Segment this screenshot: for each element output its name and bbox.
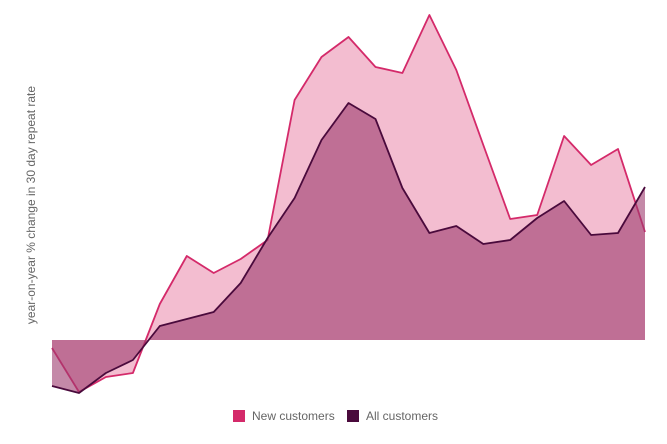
area-fill xyxy=(52,103,645,393)
area-line xyxy=(51,14,646,393)
legend-swatch xyxy=(233,410,245,422)
legend: New customers All customers xyxy=(233,409,438,423)
area-line xyxy=(51,102,646,394)
legend-label: All customers xyxy=(366,409,438,423)
plot-area xyxy=(51,14,646,394)
y-axis-label: year-on-year % change in 30 day repeat r… xyxy=(24,86,38,324)
legend-swatch xyxy=(347,410,359,422)
legend-label: New customers xyxy=(252,409,335,423)
